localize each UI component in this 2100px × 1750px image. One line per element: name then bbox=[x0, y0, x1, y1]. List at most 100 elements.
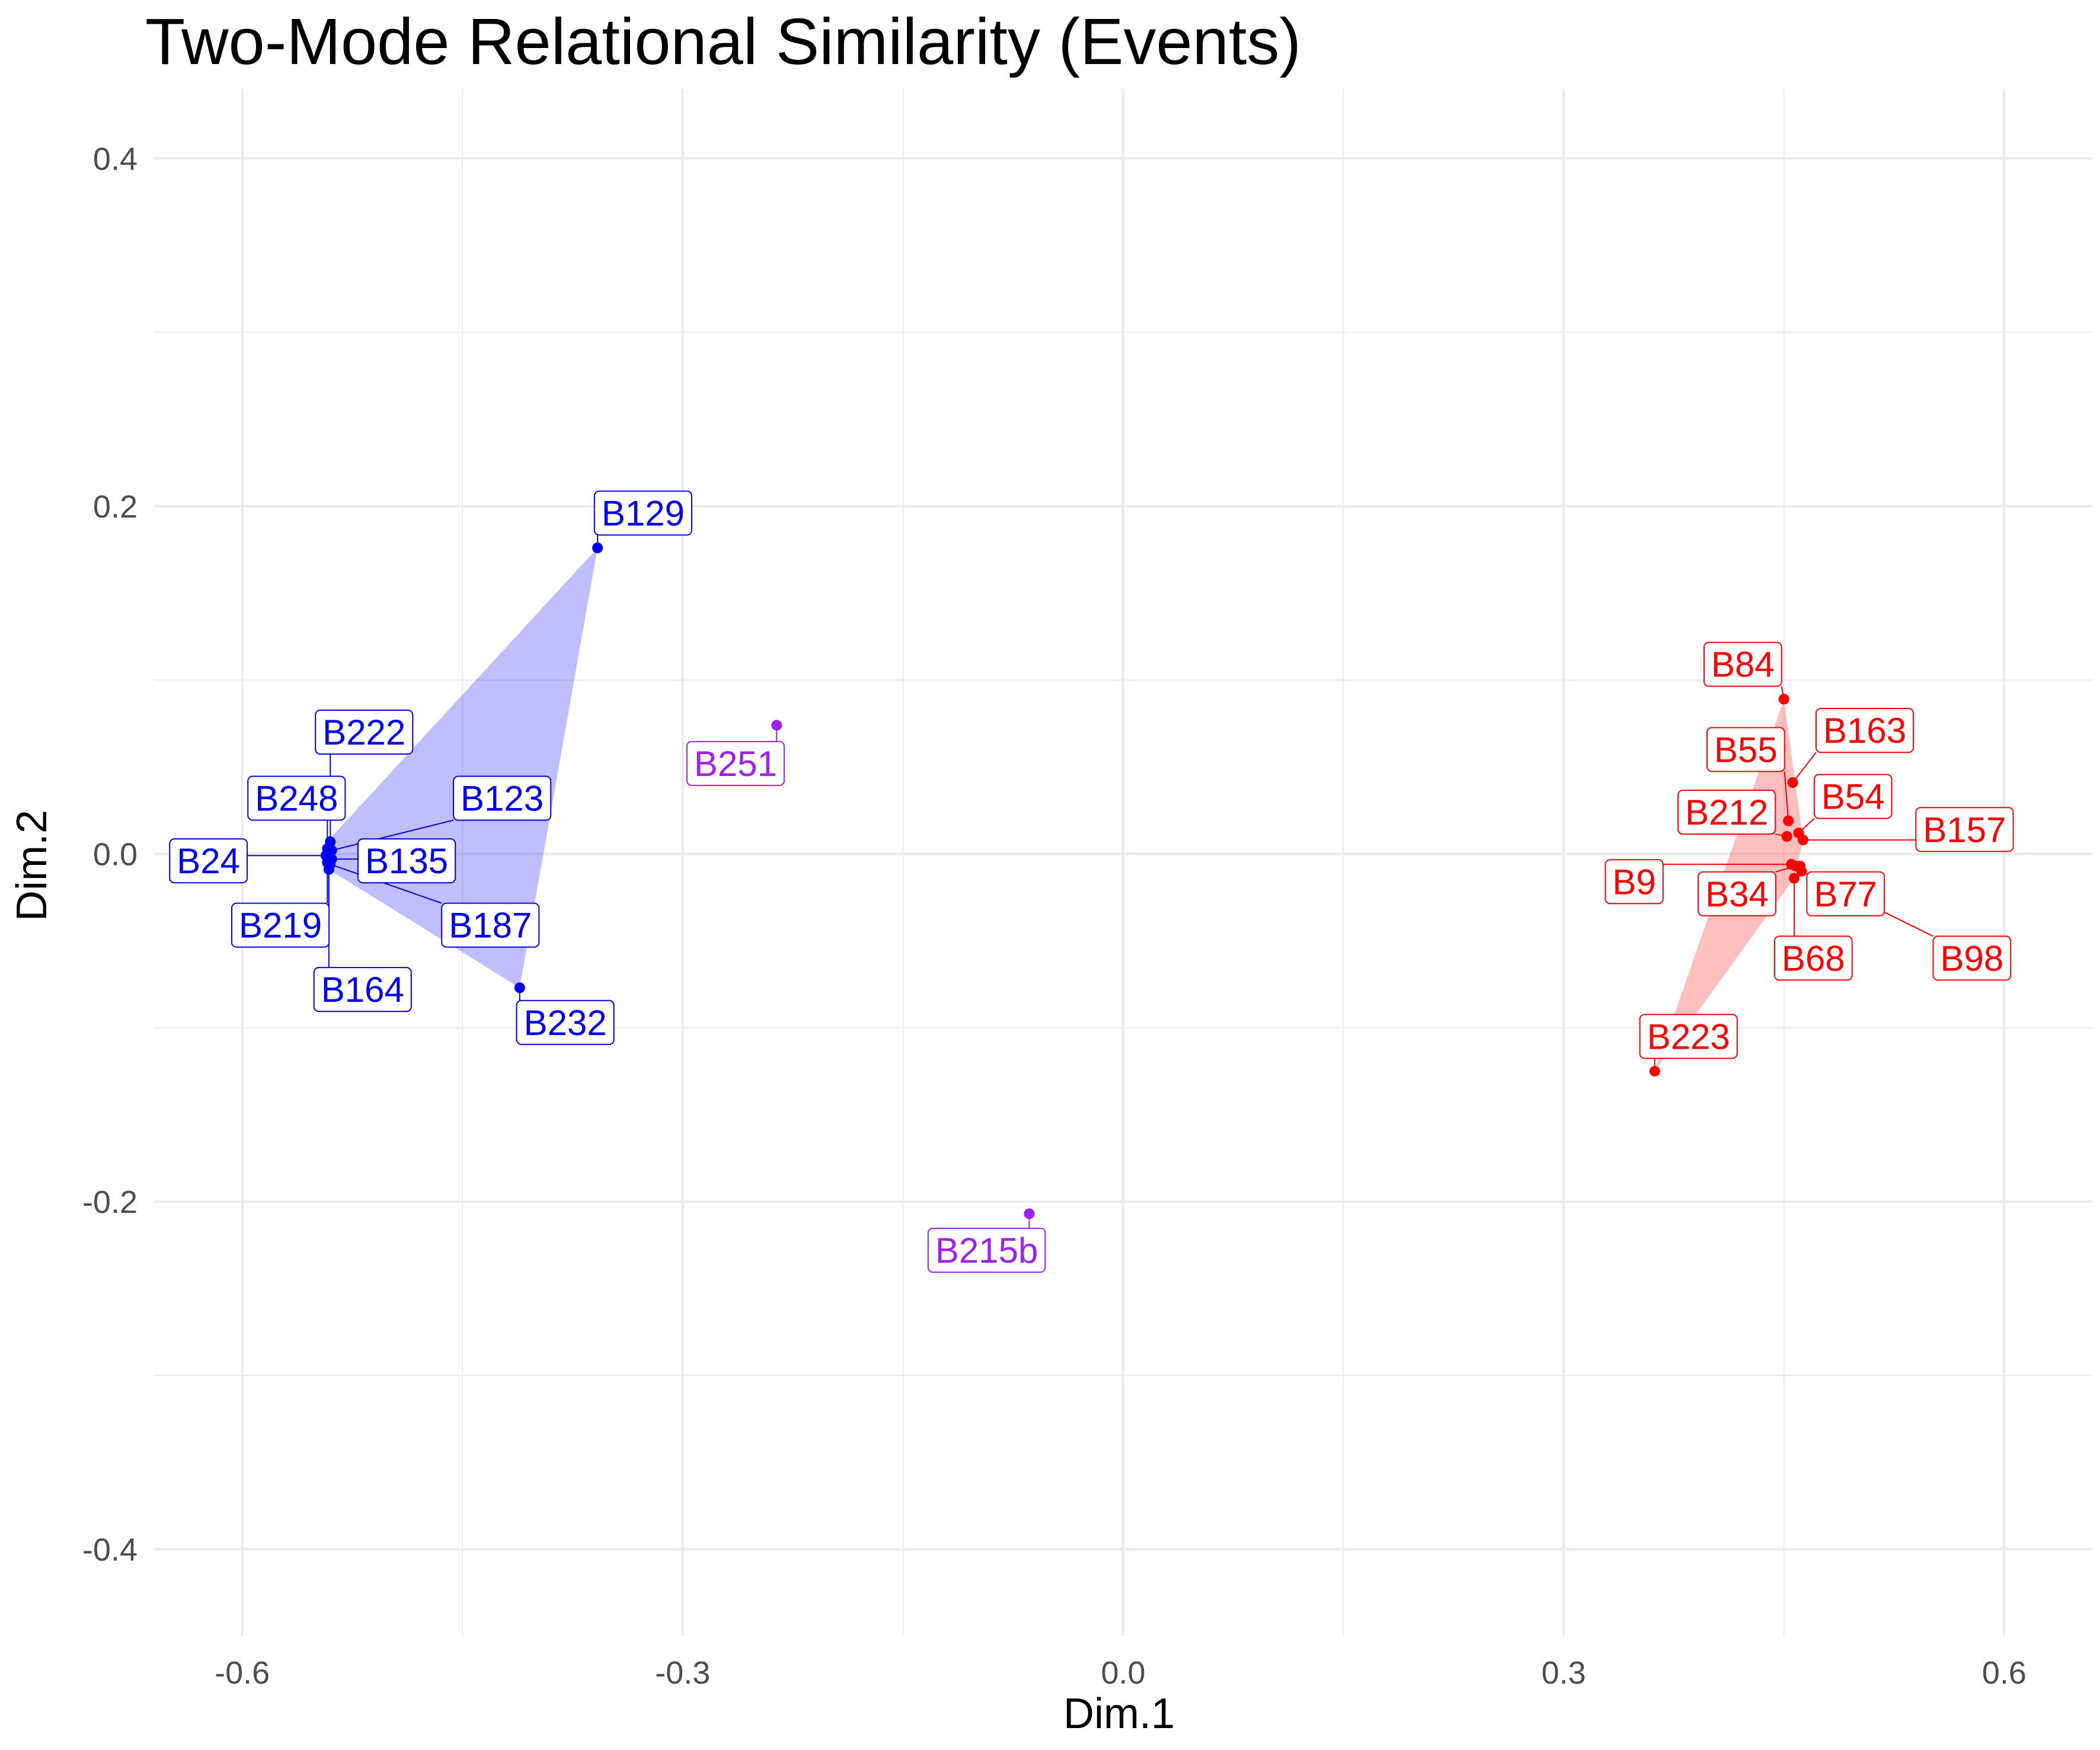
point-label-box bbox=[1703, 641, 1782, 687]
label-leader-line bbox=[331, 819, 454, 851]
point-label: B157 bbox=[1915, 807, 2014, 852]
data-point bbox=[1649, 1065, 1660, 1077]
point-label-text: B215b bbox=[935, 1231, 1038, 1270]
point-label-text: B223 bbox=[1647, 1017, 1730, 1056]
data-point bbox=[1024, 1208, 1035, 1219]
point-label-box bbox=[1677, 789, 1776, 835]
point-label-box bbox=[231, 902, 330, 948]
data-point bbox=[592, 542, 603, 554]
point-label: B129 bbox=[593, 490, 693, 536]
label-leader-line bbox=[330, 863, 442, 904]
y-axis-tick-labels: 0.4 0.2 0.0 -0.2 -0.4 bbox=[82, 141, 138, 1567]
data-point bbox=[1796, 866, 1807, 877]
x-tick-label: -0.3 bbox=[655, 1655, 710, 1691]
point-label-box bbox=[441, 902, 540, 948]
y-tick-label: 0.0 bbox=[93, 836, 138, 872]
point-label-box bbox=[516, 999, 615, 1045]
data-point bbox=[1787, 777, 1798, 788]
x-tick-label: -0.6 bbox=[215, 1655, 270, 1691]
point-label-box bbox=[1932, 935, 2012, 981]
data-point bbox=[514, 982, 525, 994]
data-point bbox=[1789, 873, 1800, 884]
point-label: B24 bbox=[169, 838, 248, 884]
point-label: B222 bbox=[315, 710, 414, 755]
y-axis-title: Dim.2 bbox=[8, 810, 56, 921]
point-label: B123 bbox=[453, 775, 552, 821]
point-label-text: B135 bbox=[365, 841, 448, 881]
point-label: B251 bbox=[686, 740, 785, 786]
point-label-box bbox=[313, 967, 412, 1013]
point-label-box bbox=[1813, 774, 1893, 819]
point-label-box bbox=[1698, 871, 1776, 916]
point-label-text: B84 bbox=[1711, 645, 1775, 685]
point-label-box bbox=[1639, 1014, 1738, 1059]
point-label-text: B219 bbox=[239, 906, 322, 946]
point-label-text: B34 bbox=[1705, 874, 1769, 914]
point-label: B215b bbox=[927, 1227, 1046, 1273]
point-label-text: B54 bbox=[1821, 777, 1885, 817]
point-label-text: B248 bbox=[255, 778, 338, 818]
point-label: B98 bbox=[1932, 935, 2012, 981]
point-label: B232 bbox=[516, 999, 615, 1045]
point-label: B34 bbox=[1698, 871, 1776, 916]
point-label: B55 bbox=[1706, 727, 1785, 772]
point-label: B9 bbox=[1604, 859, 1664, 905]
point-label: B84 bbox=[1703, 641, 1782, 687]
point-label-text: B55 bbox=[1714, 730, 1778, 769]
label-leader-line bbox=[1792, 752, 1817, 783]
data-point bbox=[323, 864, 334, 875]
x-axis-tick-labels: -0.6 -0.3 0.0 0.3 0.6 bbox=[215, 1655, 2027, 1691]
point-label: B77 bbox=[1806, 871, 1885, 916]
data-points bbox=[320, 542, 1808, 1219]
data-point bbox=[1797, 834, 1808, 845]
point-label-text: B164 bbox=[321, 970, 404, 1010]
point-label-text: B232 bbox=[524, 1003, 607, 1043]
point-label-box bbox=[247, 775, 346, 821]
point-label-box bbox=[169, 838, 248, 884]
point-label-box bbox=[315, 710, 414, 755]
point-label-text: B68 bbox=[1782, 938, 1845, 978]
point-label-box bbox=[1604, 859, 1664, 905]
y-tick-label: -0.4 bbox=[82, 1532, 138, 1567]
data-point bbox=[1783, 815, 1794, 826]
point-label-text: B187 bbox=[449, 906, 532, 946]
point-label-box bbox=[1815, 708, 1914, 753]
point-label-text: B77 bbox=[1814, 874, 1877, 914]
x-tick-label: 0.6 bbox=[1982, 1655, 2027, 1691]
point-label-text: B129 bbox=[602, 494, 685, 534]
y-tick-label: -0.2 bbox=[82, 1184, 138, 1220]
label-leader-line bbox=[1783, 771, 1789, 821]
y-tick-label: 0.4 bbox=[93, 141, 138, 177]
point-label: B212 bbox=[1677, 789, 1776, 835]
point-label-text: B251 bbox=[694, 744, 777, 784]
y-tick-label: 0.2 bbox=[93, 489, 138, 525]
point-label-text: B163 bbox=[1823, 711, 1906, 751]
point-label-box bbox=[927, 1227, 1046, 1273]
point-label-box bbox=[593, 490, 693, 536]
x-tick-label: 0.0 bbox=[1101, 1655, 1145, 1691]
point-label: B248 bbox=[247, 775, 346, 821]
point-label: B223 bbox=[1639, 1014, 1738, 1059]
point-labels: B129 B222 B248 B123 B24 B135 B219 B187 B164 B232 B… bbox=[169, 490, 2014, 1273]
point-label-box bbox=[1915, 807, 2014, 852]
point-label: B68 bbox=[1773, 935, 1853, 981]
point-label: B54 bbox=[1813, 774, 1893, 819]
point-label: B164 bbox=[313, 967, 412, 1013]
point-label-text: B212 bbox=[1685, 793, 1768, 832]
point-label-box bbox=[453, 775, 552, 821]
data-point bbox=[1778, 694, 1789, 705]
point-label-box bbox=[686, 740, 785, 786]
point-label: B163 bbox=[1815, 708, 1914, 753]
x-tick-label: 0.3 bbox=[1542, 1655, 1586, 1691]
point-label-box bbox=[1706, 727, 1785, 772]
data-point bbox=[1781, 831, 1792, 842]
chart-title: Two-Mode Relational Similarity (Events) bbox=[145, 5, 1301, 78]
data-point bbox=[771, 720, 782, 731]
point-label-text: B123 bbox=[461, 778, 544, 818]
grid-lines bbox=[154, 89, 2092, 1636]
x-axis-title: Dim.1 bbox=[1063, 1690, 1175, 1738]
point-label: B187 bbox=[441, 902, 540, 948]
point-label-text: B157 bbox=[1923, 810, 2006, 850]
point-label-text: B24 bbox=[177, 841, 240, 881]
point-label-box bbox=[1773, 935, 1853, 981]
